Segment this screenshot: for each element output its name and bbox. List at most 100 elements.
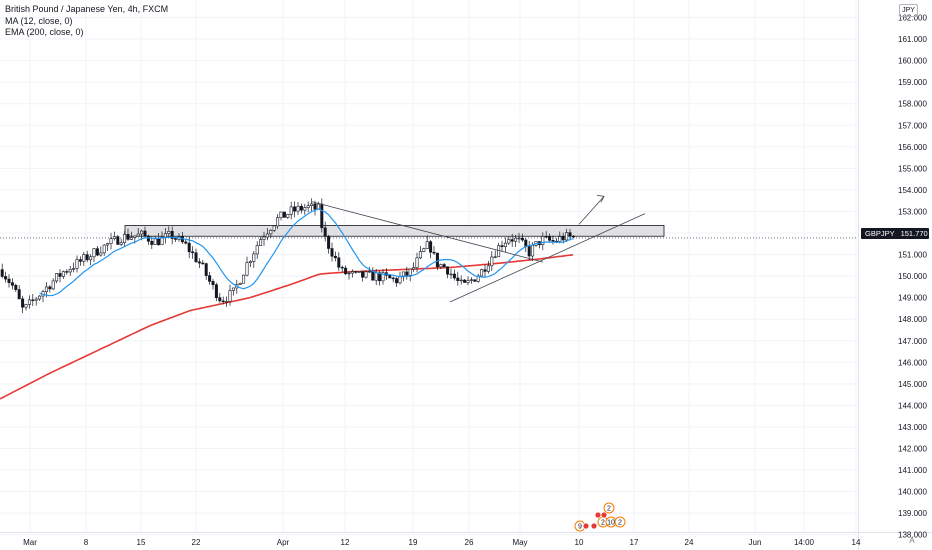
candle-body [214,284,218,298]
candle-body [221,300,225,302]
candle-body [72,268,76,270]
candle-body [558,236,562,242]
candle-body [208,275,212,282]
candle-body [99,252,103,256]
candle-body [85,254,89,261]
x-tick-label: 10 [575,538,584,547]
x-tick-label: 24 [685,538,694,547]
chart-legend: British Pound / Japanese Yen, 4h, FXCM M… [5,4,168,39]
candle-body [170,230,174,239]
candle-body [299,205,303,211]
candle-body [129,237,133,240]
candle-body [14,284,18,290]
candle-body [140,230,144,235]
candle-body [480,269,484,277]
projection-arrow-head [596,194,605,203]
candle-body [296,205,300,212]
candle-body [150,240,154,245]
candle-body [133,235,137,238]
candle-body [293,206,297,212]
candle-body [565,232,569,241]
event-marker [614,516,626,528]
candle-body [276,217,280,227]
candle-body [153,238,157,245]
candle-body [38,295,42,300]
candle-body [452,273,456,279]
y-tick-label: 147.000 [898,337,927,346]
candle-body [259,239,263,246]
x-tick-label: Apr [277,538,290,547]
candle-body [401,271,405,278]
candle-body [503,242,507,247]
x-tick-label: Mar [23,538,37,547]
candle-body [490,256,494,267]
y-tick-label: 142.000 [898,445,927,454]
candle-body [109,238,113,244]
candle-body [303,207,307,211]
candle-body [146,235,150,242]
candle-body [174,238,178,240]
candle-body [163,233,167,238]
candle-body [469,279,473,281]
candle-body [187,242,191,253]
candle-body [548,236,552,241]
y-tick-label: 148.000 [898,315,927,324]
price-tag-symbol: GBPJPY [865,229,895,238]
candle-body [17,289,21,300]
candle-body [242,274,246,284]
trendline-projection-arrow [578,196,605,225]
candle-body [167,230,171,234]
candle-body [527,246,531,257]
candle-body [435,252,439,268]
candle-body [126,234,130,240]
candle-body [116,236,120,245]
candle-body [106,243,110,246]
candle-body [65,271,69,273]
candle-body [514,237,518,242]
candle-body [442,264,446,268]
candle-body [262,236,266,240]
candle-body [160,236,164,246]
ma-12-line [39,208,574,297]
candle-body [24,304,28,308]
candle-body [367,270,371,273]
candle-body [279,211,283,218]
candle-body [92,248,96,258]
candle-body [157,238,161,246]
x-tick-label: 26 [465,538,474,547]
event-dot [590,522,598,530]
candle-body [544,236,548,238]
y-tick-label: 143.000 [898,423,927,432]
candle-body [310,203,314,206]
event-marker-label: 2 [618,520,622,527]
ema-200-line [0,254,574,400]
candle-body [456,277,460,281]
y-tick-label: 156.000 [898,143,927,152]
y-tick-label: 161.000 [898,35,927,44]
event-marker [603,502,615,514]
candle-body [282,211,286,218]
x-tick-label: 12 [341,538,350,547]
candle-body [289,206,293,215]
y-tick-label: 145.000 [898,380,927,389]
candle-body [218,297,222,302]
legend-symbol[interactable]: British Pound / Japanese Yen, 4h, FXCM [5,4,169,14]
candle-body [463,279,467,283]
legend-ema[interactable]: EMA (200, close, 0) [5,27,84,37]
candle-body [350,271,354,274]
candle-body [7,278,11,283]
candle-body [571,235,575,238]
auto-scale-button[interactable]: A [909,536,915,545]
legend-ma[interactable]: MA (12, close, 0) [5,15,73,26]
y-tick-label: 160.000 [898,57,927,66]
candle-body [371,270,375,281]
currency-label[interactable]: JPY [899,4,918,17]
y-tick-label: 149.000 [898,294,927,303]
candle-body [486,265,490,272]
candle-body [27,299,31,305]
candle-body [225,301,229,303]
candle-body [123,234,127,243]
candle-body [269,230,273,235]
candle-body [473,279,477,282]
